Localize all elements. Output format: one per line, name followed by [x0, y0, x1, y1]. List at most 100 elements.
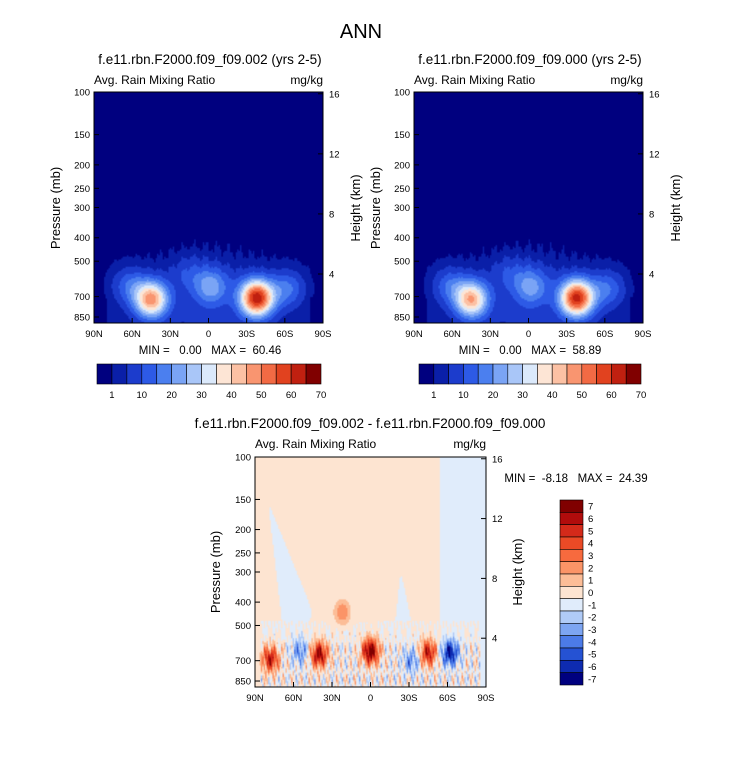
colorbar-label: 2: [588, 563, 593, 574]
x-tick-label: 60S: [276, 329, 293, 340]
colorbar-swatch: [596, 363, 612, 385]
x-tick-label: 60N: [123, 329, 141, 340]
y-tick-label: 400: [394, 233, 410, 244]
panel-1-ticks: 90N 60N 30N 0 30S 60S 90S 100 150 200 250 300 400 500…: [74, 88, 339, 341]
y-tick-label: 100: [235, 453, 251, 464]
panel-model-000: f.e11.rbn.F2000.f09_f09.000 (yrs 2-5) Av…: [368, 52, 683, 401]
panel-1-ylabel-right: Height (km): [348, 174, 363, 241]
colorbar-label: 5: [588, 526, 593, 537]
colorbar-swatch: [551, 363, 568, 385]
colorbar-label: 70: [316, 390, 327, 401]
colorbar-swatch: [492, 363, 509, 385]
panel-2-colorbar: 1 10 20 30 40 50 60 70: [418, 363, 647, 401]
x-tick-label: 60S: [596, 329, 613, 340]
colorbar-swatch: [559, 561, 584, 575]
colorbar-label: 1: [109, 390, 114, 401]
colorbar-label: 4: [588, 539, 593, 550]
colorbar-label: 30: [196, 390, 207, 401]
colorbar-swatch: [433, 363, 449, 385]
colorbar-label: 70: [636, 390, 647, 401]
colorbar-swatch: [559, 598, 584, 612]
y-tick-right-label: 4: [329, 270, 334, 281]
x-tick-label: 90N: [405, 329, 423, 340]
panel-1-title: f.e11.rbn.F2000.f09_f09.002 (yrs 2-5): [98, 52, 321, 67]
colorbar-swatch: [156, 363, 172, 385]
colorbar-swatch: [559, 623, 584, 636]
panel-3-ticks: 90N 60N 30N 0 30S 60S 90S 100 150 200 250 300 400 500…: [235, 453, 502, 705]
colorbar-swatch: [537, 363, 553, 385]
colorbar-swatch: [290, 363, 307, 385]
y-tick-right-label: 4: [492, 634, 497, 645]
y-tick-label: 700: [74, 292, 90, 303]
x-tick-label: 0: [206, 329, 211, 340]
x-tick-label: 90S: [478, 693, 495, 704]
colorbar-swatch: [507, 363, 523, 385]
y-tick-label: 250: [74, 184, 90, 195]
colorbar-label: 10: [458, 390, 469, 401]
y-tick-right-label: 4: [649, 270, 654, 281]
x-tick-label: 60N: [285, 693, 303, 704]
y-tick-label: 850: [74, 312, 90, 323]
y-tick-label: 500: [394, 257, 410, 268]
colorbar-swatch: [171, 363, 187, 385]
colorbar-label: 40: [226, 390, 237, 401]
x-tick-label: 0: [368, 693, 373, 704]
panel-difference: f.e11.rbn.F2000.f09_f09.002 - f.e11.rbn.…: [195, 416, 648, 704]
panel-model-002: f.e11.rbn.F2000.f09_f09.002 (yrs 2-5) Av…: [48, 52, 363, 401]
colorbar-swatch: [559, 499, 584, 513]
y-tick-right-label: 8: [649, 209, 654, 220]
panel-1-ylabel: Pressure (mb): [48, 167, 63, 249]
colorbar-swatch: [625, 363, 642, 385]
colorbar-label: 7: [588, 502, 593, 513]
colorbar-label: 50: [256, 390, 267, 401]
x-tick-label: 30N: [482, 329, 500, 340]
x-tick-label: 90N: [246, 693, 264, 704]
colorbar-swatch: [559, 512, 584, 525]
colorbar-swatch: [559, 524, 584, 538]
colorbar-swatch: [275, 363, 292, 385]
y-tick-label: 100: [394, 88, 410, 99]
y-tick-right-label: 16: [329, 89, 340, 100]
panel-2-subtitle-right: mg/kg: [610, 73, 643, 87]
y-tick-label: 200: [235, 525, 251, 536]
panel-3-subtitle-left: Avg. Rain Mixing Ratio: [255, 437, 376, 451]
colorbar-label: 6: [588, 514, 593, 525]
panel-3-ylabel: Pressure (mb): [208, 531, 223, 613]
y-tick-label: 200: [74, 160, 90, 171]
y-tick-right-label: 16: [649, 89, 660, 100]
panel-1-colorbar: 1 10 20 30 40 50 60 70: [96, 363, 327, 401]
panel-2-ticks: 90N 60N 30N 0 30S 60S 90S 100 150 200 250 300 400 500…: [394, 88, 659, 341]
y-tick-label: 200: [394, 160, 410, 171]
colorbar-swatch: [559, 586, 584, 599]
colorbar-swatch: [477, 363, 494, 385]
y-tick-label: 150: [235, 495, 251, 506]
y-tick-label: 500: [235, 621, 251, 632]
x-tick-label: 30S: [401, 693, 418, 704]
y-tick-label: 700: [394, 292, 410, 303]
colorbar-label: 3: [588, 551, 593, 562]
colorbar-swatch: [216, 363, 232, 385]
colorbar-swatch: [559, 536, 584, 550]
y-tick-label: 400: [74, 233, 90, 244]
colorbar-swatch: [186, 363, 202, 385]
y-tick-label: 250: [394, 184, 410, 195]
colorbar-swatch: [559, 635, 584, 649]
y-tick-label: 150: [394, 130, 410, 141]
colorbar-swatch: [448, 363, 464, 385]
y-tick-label: 700: [235, 656, 251, 667]
colorbar-swatch: [463, 363, 479, 385]
colorbar-label: 0: [588, 588, 593, 599]
panel-2-ylabel-right: Height (km): [668, 174, 683, 241]
panel-2-title: f.e11.rbn.F2000.f09_f09.000 (yrs 2-5): [418, 52, 641, 67]
colorbar-swatch: [246, 363, 262, 385]
colorbar-label: 20: [488, 390, 499, 401]
colorbar-label: 1: [588, 576, 593, 587]
y-tick-label: 300: [74, 203, 90, 214]
panel-1-subtitle-right: mg/kg: [290, 73, 323, 87]
colorbar-label: -2: [588, 613, 596, 624]
x-tick-label: 90N: [85, 329, 103, 340]
x-tick-label: 30N: [323, 693, 341, 704]
colorbar-swatch: [581, 363, 597, 385]
colorbar-label: -5: [588, 650, 596, 661]
colorbar-swatch: [566, 363, 583, 385]
